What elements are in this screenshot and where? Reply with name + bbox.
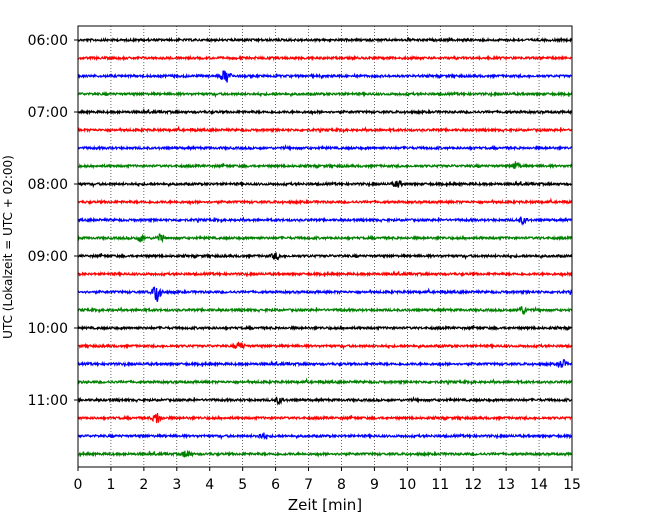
- y-axis-label: UTC (Lokalzeit = UTC + 02:00): [1, 155, 15, 339]
- x-tick-label-0: 0: [74, 477, 83, 493]
- x-tick-label-1: 1: [106, 477, 115, 493]
- y-tick-label-3: 09:00: [28, 249, 68, 265]
- trace-1115: [77, 412, 573, 424]
- x-tick-label-8: 8: [337, 477, 346, 493]
- traces: [77, 36, 573, 458]
- trace-1145: [77, 450, 573, 458]
- trace-0830: [77, 216, 573, 226]
- y-tick-label-1: 07:00: [28, 105, 68, 121]
- x-tick-label-15: 15: [563, 477, 581, 493]
- trace-0700: [77, 108, 573, 116]
- x-axis-label: Zeit [min]: [288, 496, 362, 514]
- trace-1000: [77, 324, 573, 332]
- trace-0930: [77, 286, 573, 303]
- trace-0945: [77, 305, 573, 315]
- x-tick-label-6: 6: [271, 477, 280, 493]
- x-axis: 0 1 2 3 4 5 6 7 8 9 10 11 12 13 14 15: [74, 467, 581, 493]
- x-tick-label-12: 12: [464, 477, 482, 493]
- trace-1015: [77, 341, 573, 351]
- trace-0630: [77, 70, 573, 83]
- trace-0800: [77, 180, 573, 189]
- x-tick-label-11: 11: [431, 477, 449, 493]
- trace-0745: [77, 161, 573, 170]
- trace-0915: [77, 270, 573, 278]
- y-tick-label-4: 10:00: [28, 321, 68, 337]
- y-tick-label-2: 08:00: [28, 177, 68, 193]
- x-tick-label-7: 7: [304, 477, 313, 493]
- x-tick-label-4: 4: [205, 477, 214, 493]
- trace-0900: [77, 252, 573, 262]
- trace-0600: [77, 36, 573, 44]
- x-tick-label-13: 13: [497, 477, 515, 493]
- trace-0615: [77, 54, 573, 62]
- x-tick-label-9: 9: [370, 477, 379, 493]
- trace-1130: [77, 432, 573, 441]
- trace-0645: [77, 90, 573, 99]
- x-tick-label-3: 3: [172, 477, 181, 493]
- y-tick-label-5: 11:00: [28, 393, 68, 409]
- trace-0845: [77, 232, 573, 244]
- plot-frame: [77, 25, 573, 468]
- x-tick-label-10: 10: [398, 477, 416, 493]
- trace-1030: [77, 359, 573, 369]
- y-tick-label-0: 06:00: [28, 33, 68, 49]
- trace-1045: [77, 377, 573, 386]
- trace-0715: [77, 125, 573, 134]
- x-tick-label-14: 14: [530, 477, 548, 493]
- x-tick-label-5: 5: [238, 477, 247, 493]
- x-tick-label-2: 2: [139, 477, 148, 493]
- trace-0730: [77, 143, 573, 152]
- trace-0815: [77, 197, 573, 206]
- trace-1100: [77, 395, 573, 406]
- y-axis: 06:00 07:00 08:00 09:00 10:00 11:00: [28, 33, 78, 409]
